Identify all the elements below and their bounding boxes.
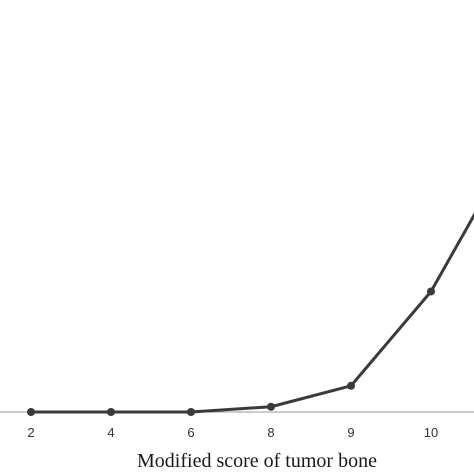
x-axis-title: Modified score of tumor bone xyxy=(137,450,377,472)
x-tick-label: 2 xyxy=(27,425,34,440)
x-tick-label: 8 xyxy=(267,425,274,440)
data-point xyxy=(427,287,435,296)
data-point xyxy=(267,402,275,411)
x-tick-label: 9 xyxy=(347,425,354,440)
series-line xyxy=(29,212,474,414)
x-tick-labels: 2 4 6 8 9 10 xyxy=(27,425,438,440)
x-tick-label: 10 xyxy=(424,425,438,440)
data-point xyxy=(107,408,115,416)
data-points xyxy=(27,287,435,416)
x-tick-label: 6 xyxy=(187,425,194,440)
data-point xyxy=(347,381,355,390)
data-point xyxy=(187,408,195,416)
data-point xyxy=(27,408,35,416)
x-tick-label: 4 xyxy=(107,425,114,440)
